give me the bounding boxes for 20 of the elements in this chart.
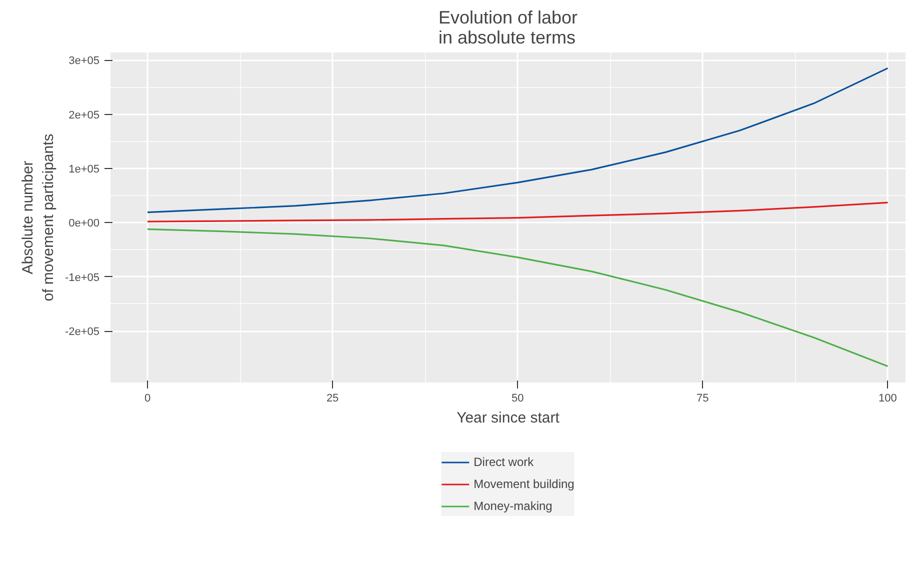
y-tick-label: -2e+05: [64, 326, 100, 338]
legend-label: Movement building: [474, 477, 574, 491]
y-tick-label: 0e+00: [68, 218, 100, 230]
y-tick-label: 2e+05: [68, 109, 100, 122]
y-tick-label: 1e+05: [68, 163, 100, 176]
x-tick-label: 100: [878, 392, 897, 404]
y-tick-label: -1e+05: [64, 272, 100, 284]
x-tick-label: 50: [512, 392, 524, 404]
y-tick-label: 3e+05: [68, 55, 100, 68]
x-tick-label: 25: [326, 392, 339, 404]
x-tick-label: 0: [144, 392, 151, 404]
x-axis-title: Year since start: [456, 410, 560, 426]
line-series: [146, 67, 889, 214]
line-series: [146, 228, 889, 368]
legend-label: Direct work: [474, 455, 534, 469]
line-series: [146, 202, 889, 222]
y-axis-title: Absolute number of movement participants: [20, 134, 57, 302]
x-tick-label: 75: [696, 392, 709, 404]
legend-label: Money-making: [474, 499, 552, 513]
chart-title: Evolution of labor in absolute terms: [438, 8, 578, 48]
